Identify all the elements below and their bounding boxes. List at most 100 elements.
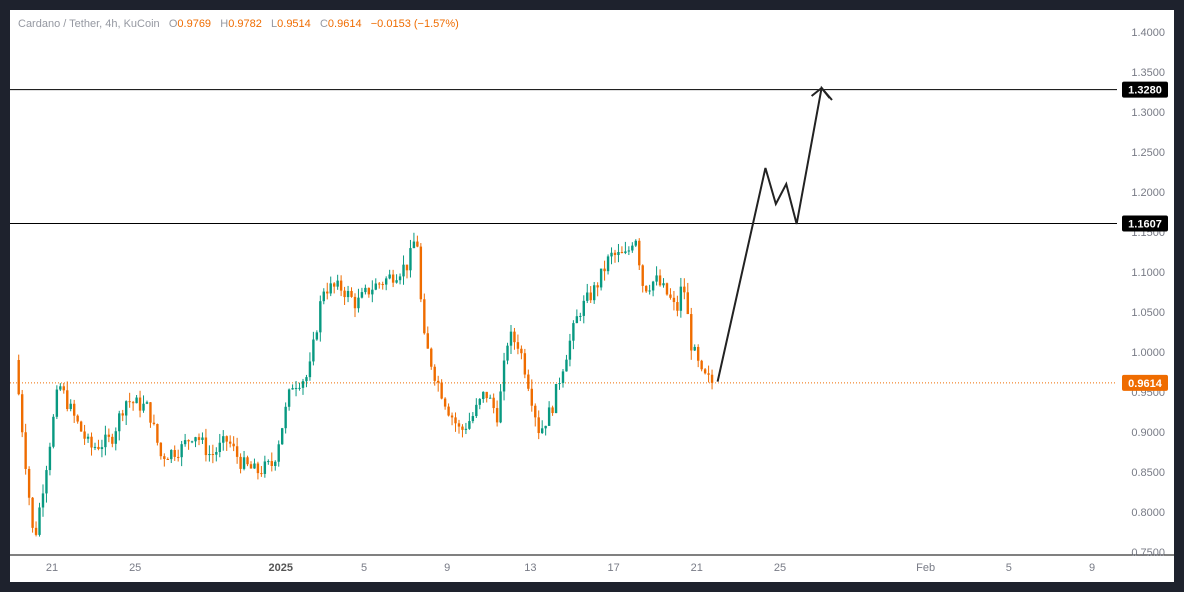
- candle-body: [291, 388, 294, 390]
- candle-body: [676, 302, 679, 311]
- candle-body: [183, 440, 187, 445]
- candle-body: [41, 493, 45, 508]
- candle-body: [554, 384, 558, 414]
- candle-body: [624, 251, 627, 254]
- candle-body: [405, 264, 409, 271]
- candle-body: [124, 401, 128, 416]
- candle-body: [294, 387, 298, 389]
- candle-body: [391, 274, 395, 283]
- x-tick-label: Feb: [916, 562, 935, 574]
- candle-body: [454, 417, 457, 424]
- ohlc-legend: Cardano / Tether, 4h, KuCoin O0.9769 H0.…: [18, 18, 459, 30]
- candle-body: [360, 292, 364, 298]
- candle-body: [558, 383, 561, 385]
- chart-frame[interactable]: Cardano / Tether, 4h, KuCoin O0.9769 H0.…: [10, 10, 1174, 582]
- y-tick-label: 1.2500: [1131, 147, 1165, 159]
- candle-body: [79, 421, 83, 432]
- candle-body: [83, 431, 86, 439]
- y-tick-label: 1.2000: [1131, 187, 1165, 199]
- candle-body: [121, 413, 124, 416]
- x-tick-label: 25: [774, 562, 786, 574]
- candle-body: [215, 452, 218, 455]
- candle-body: [516, 342, 520, 349]
- x-tick-label: 21: [691, 562, 703, 574]
- candle-body: [579, 315, 582, 317]
- x-tick-label: 25: [129, 562, 141, 574]
- candle-body: [669, 294, 672, 298]
- candle-body: [700, 360, 703, 370]
- candle-body: [180, 444, 183, 458]
- price-chart[interactable]: 1.40001.35001.30001.25001.20001.15001.10…: [10, 10, 1174, 582]
- candle-body: [201, 437, 204, 440]
- candle-body: [665, 283, 669, 295]
- candle-body: [228, 441, 232, 444]
- candle-body: [565, 359, 568, 372]
- candle-body: [339, 280, 343, 291]
- candle-body: [603, 268, 606, 272]
- candle-body: [450, 415, 454, 418]
- candle-body: [190, 441, 194, 443]
- candle-body: [93, 446, 97, 448]
- candle-body: [287, 389, 291, 407]
- candle-body: [24, 432, 27, 469]
- candle-body: [90, 436, 93, 448]
- candle-body: [710, 374, 714, 383]
- projection-arrowhead: [810, 86, 831, 99]
- candle-body: [66, 390, 69, 410]
- candle-body: [617, 251, 620, 256]
- candle-body: [606, 256, 610, 272]
- candle-body: [211, 454, 215, 456]
- candle-body: [520, 348, 523, 354]
- candle-body: [197, 437, 201, 440]
- candle-body: [378, 283, 381, 285]
- candle-body: [38, 507, 41, 535]
- candle-body: [530, 388, 533, 406]
- candle-body: [34, 527, 38, 535]
- candle-body: [27, 468, 31, 498]
- candle-body: [225, 436, 228, 442]
- candle-body: [86, 436, 90, 439]
- candle-body: [492, 397, 495, 409]
- candle-body: [620, 251, 624, 254]
- candle-body: [662, 283, 665, 286]
- candle-body: [76, 415, 79, 422]
- candle-body: [398, 276, 402, 281]
- candle-body: [138, 397, 142, 411]
- candle-body: [31, 497, 34, 528]
- candle-body: [298, 387, 301, 389]
- candle-body: [589, 292, 592, 301]
- candle-body: [104, 434, 107, 448]
- candle-body: [381, 284, 384, 286]
- candle-body: [156, 424, 159, 443]
- candle-body: [433, 366, 436, 381]
- candle-body: [208, 454, 211, 456]
- candle-body: [547, 407, 551, 426]
- y-tick-label: 0.9000: [1131, 427, 1165, 439]
- price-level-label: 1.1607: [1128, 218, 1162, 230]
- candle-body: [430, 348, 433, 367]
- candle-body: [135, 397, 138, 404]
- candle-body: [690, 314, 693, 351]
- candle-body: [693, 346, 696, 351]
- candle-body: [644, 285, 648, 292]
- candle-body: [173, 450, 176, 457]
- candle-body: [166, 458, 169, 460]
- candle-body: [326, 291, 329, 294]
- candle-body: [72, 403, 76, 416]
- candle-body: [131, 402, 135, 404]
- candle-body: [232, 443, 235, 447]
- candle-body: [599, 268, 603, 288]
- candle-body: [447, 406, 450, 416]
- candle-body: [17, 360, 20, 395]
- candle-body: [194, 437, 197, 442]
- projection-path: [716, 85, 833, 382]
- candle-body: [364, 287, 367, 293]
- last-price-label: 0.9614: [1128, 378, 1163, 390]
- candle-body: [332, 283, 336, 287]
- low-value: 0.9514: [277, 18, 311, 30]
- candle-body: [513, 331, 516, 343]
- candle-body: [471, 416, 475, 422]
- candle-body: [613, 252, 617, 256]
- candle-body: [55, 389, 59, 417]
- candle-body: [475, 404, 478, 417]
